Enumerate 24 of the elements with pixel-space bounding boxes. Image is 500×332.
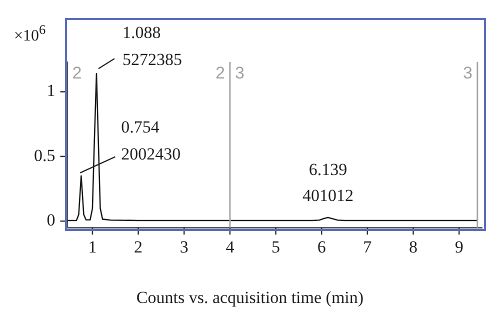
y-tick-label: 0 [46, 210, 56, 230]
annotation: 6.139 [308, 160, 348, 179]
x-tick-label: 5 [272, 237, 280, 256]
y-tick-label: 1 [46, 81, 56, 100]
annotation: 3 [234, 64, 244, 83]
y-axis-title: ×10$^{6}$ [14, 22, 46, 46]
x-tick-label: 9 [454, 237, 464, 256]
x-tick-label: 2 [134, 237, 143, 256]
annotation: 3 [462, 64, 472, 83]
x-tick-label: 7 [363, 237, 372, 256]
x-tick-label: 6 [317, 237, 326, 256]
annotation: 0.754 [121, 117, 160, 136]
x-tick-label: 8 [409, 237, 418, 256]
x-axis-title: Counts vs. acquisition time (min) [135, 288, 365, 308]
annotation: 401012 [302, 186, 354, 205]
y-tick-label: 0.5 [34, 146, 56, 165]
text: 1.088 [122, 23, 161, 42]
x-tick-label: 3 [180, 237, 188, 256]
annotation: 5272385 [122, 50, 182, 70]
annotation: 2002430 [121, 144, 181, 164]
annotation: 2 [72, 64, 82, 83]
annotation: 2 [215, 64, 225, 83]
x-tick-label: 4 [226, 237, 235, 256]
x-tick-label: 1 [88, 237, 97, 256]
